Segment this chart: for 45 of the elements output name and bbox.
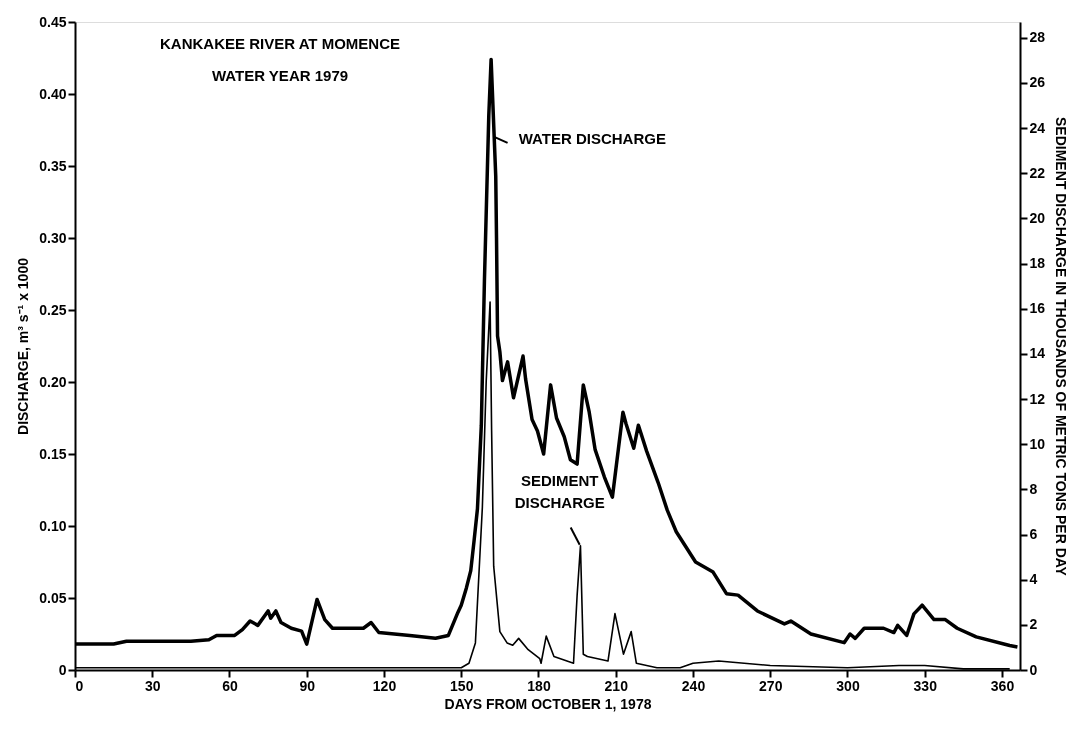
x-tick-label: 60 bbox=[222, 677, 238, 694]
y2-tick-label: 22 bbox=[1029, 164, 1046, 181]
x-axis-title: DAYS FROM OCTOBER 1, 1978 bbox=[444, 695, 652, 712]
y-tick-label: 0.10 bbox=[39, 517, 67, 534]
text: KANKAKEE RIVER AT MOMENCE bbox=[159, 35, 401, 52]
x-tick-label: 330 bbox=[913, 677, 938, 694]
y2-tick-label: 24 bbox=[1029, 119, 1046, 136]
y2-tick-label: 28 bbox=[1029, 29, 1046, 46]
y2-tick-label: 20 bbox=[1029, 209, 1046, 226]
x-tick-label: 150 bbox=[450, 677, 474, 694]
x-tick-label: 90 bbox=[299, 677, 316, 694]
y2-tick-label: 4 bbox=[1029, 571, 1038, 588]
y2-tick-label: 10 bbox=[1029, 435, 1046, 452]
x-tick-label: 270 bbox=[759, 677, 783, 694]
x-tick-label: 300 bbox=[836, 677, 860, 694]
x-tick-label: 180 bbox=[527, 677, 551, 694]
y-tick-label: 0.25 bbox=[39, 301, 67, 318]
text: WATER YEAR 1979 bbox=[211, 67, 349, 84]
y-tick-label: 0.05 bbox=[39, 589, 67, 606]
y2-axis-title: SEDIMENT DISCHARGE IN THOUSANDS OF METRIC TONS PER DAY bbox=[1053, 117, 1070, 577]
y2-tick-label: 14 bbox=[1029, 345, 1046, 362]
y-tick-label: 0.35 bbox=[39, 157, 67, 174]
y-tick-label: 0.30 bbox=[39, 229, 67, 246]
y-tick-label: 0 bbox=[58, 661, 67, 678]
y-tick-label: 0.45 bbox=[39, 13, 67, 30]
annotation: WATER DISCHARGE bbox=[518, 130, 666, 148]
x-tick-label: 30 bbox=[144, 677, 161, 694]
y2-tick-label: 6 bbox=[1029, 526, 1038, 543]
y2-tick-label: 16 bbox=[1029, 300, 1046, 317]
y2-tick-label: 12 bbox=[1029, 390, 1046, 407]
x-tick-label: 120 bbox=[372, 677, 397, 694]
x-tick-label: 210 bbox=[604, 677, 629, 694]
y-tick-label: 0.15 bbox=[39, 445, 67, 462]
y2-tick-label: 26 bbox=[1029, 74, 1046, 91]
y2-tick-label: 0 bbox=[1029, 661, 1038, 678]
x-tick-label: 0 bbox=[75, 677, 84, 694]
y-axis-title: DISCHARGE, m³ s⁻¹ x 1000 bbox=[15, 257, 32, 435]
annotation: SEDIMENT DISCHARGE bbox=[514, 471, 605, 511]
x-tick-label: 360 bbox=[990, 677, 1015, 694]
y2-tick-label: 2 bbox=[1029, 616, 1038, 633]
x-tick-label: 240 bbox=[681, 677, 706, 694]
y2-tick-label: 18 bbox=[1029, 255, 1046, 272]
y-tick-label: 0.20 bbox=[39, 373, 67, 390]
y2-tick-label: 8 bbox=[1029, 480, 1038, 497]
y-tick-label: 0.40 bbox=[39, 85, 67, 102]
